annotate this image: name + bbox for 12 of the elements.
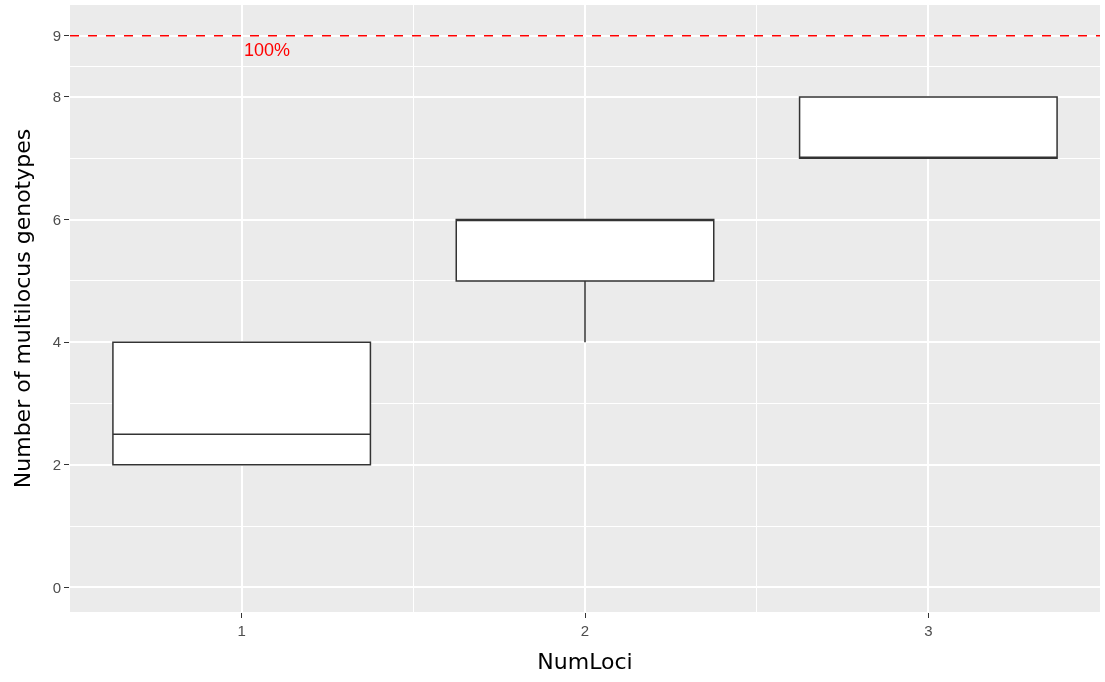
y-tick-label: 9 (52, 26, 61, 44)
x-tick-label: 3 (924, 622, 933, 639)
y-tick-label: 2 (52, 456, 61, 474)
y-tick-label: 6 (52, 210, 61, 228)
y-tick-label: 8 (52, 88, 61, 106)
y-tick-label: 4 (52, 333, 61, 351)
annotation: 100% (244, 40, 291, 60)
y-axis-title: Number of multilocus genotypes (10, 128, 36, 489)
x-tick-label: 1 (237, 622, 246, 639)
x-tick-label: 2 (580, 622, 590, 639)
x-axis-title: NumLoci (537, 648, 633, 674)
y-tick-label: 0 (52, 578, 61, 596)
